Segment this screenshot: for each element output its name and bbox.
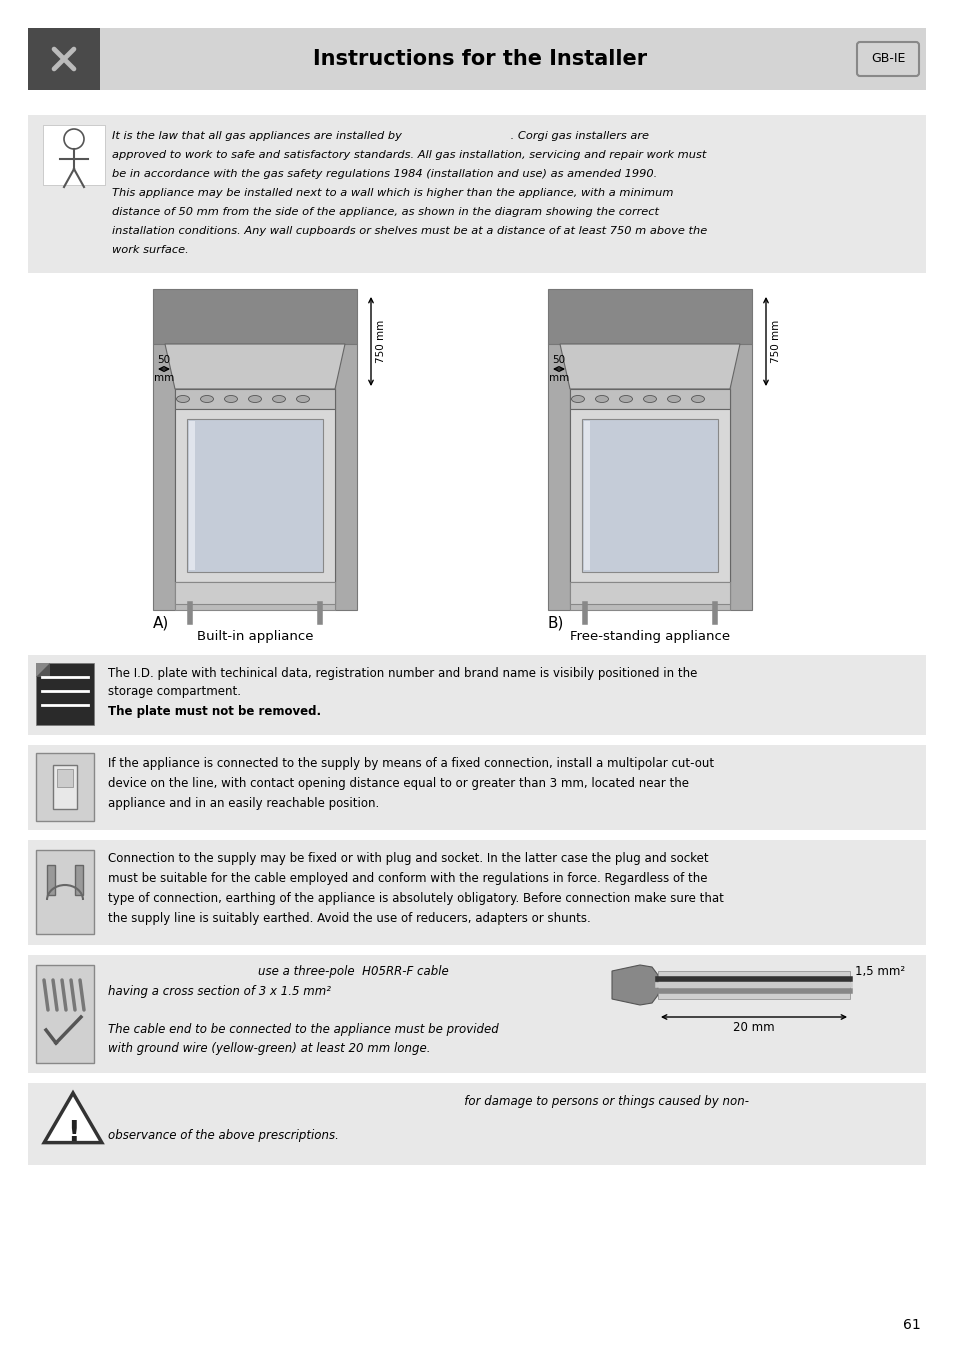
- Polygon shape: [559, 344, 740, 389]
- Text: use a three-pole  H05RR-F cable: use a three-pole H05RR-F cable: [108, 965, 448, 977]
- Bar: [28, 115, 925, 273]
- Text: having a cross section of 3 x 1.5 mm²: having a cross section of 3 x 1.5 mm²: [108, 986, 331, 998]
- Text: storage compartment.: storage compartment.: [108, 684, 241, 698]
- Bar: [174, 344, 335, 610]
- Text: It is the law that all gas appliances are installed by                          : It is the law that all gas appliances ar…: [112, 131, 648, 140]
- Text: Connection to the supply may be fixed or with plug and socket. In the latter cas: Connection to the supply may be fixed or…: [108, 852, 708, 865]
- Polygon shape: [165, 344, 345, 389]
- FancyBboxPatch shape: [856, 42, 918, 76]
- Ellipse shape: [643, 396, 656, 402]
- Text: device on the line, with contact opening distance equal to or greater than 3 mm,: device on the line, with contact opening…: [108, 778, 688, 790]
- Bar: [28, 954, 925, 1073]
- Text: 750 mm: 750 mm: [375, 320, 386, 363]
- Text: This appliance may be installed next to a wall which is higher than the applianc: This appliance may be installed next to …: [112, 188, 673, 198]
- Text: with ground wire (yellow-green) at least 20 mm longe.: with ground wire (yellow-green) at least…: [108, 1042, 430, 1054]
- Bar: [75, 865, 83, 895]
- Bar: [658, 971, 849, 999]
- Bar: [547, 344, 569, 610]
- Polygon shape: [44, 1094, 102, 1142]
- Bar: [36, 850, 94, 934]
- Bar: [28, 28, 100, 90]
- Bar: [189, 421, 194, 570]
- Bar: [152, 344, 174, 610]
- Ellipse shape: [571, 396, 584, 402]
- Text: 20 mm: 20 mm: [733, 1021, 774, 1034]
- Bar: [174, 582, 335, 603]
- Bar: [36, 663, 50, 676]
- Bar: [187, 418, 323, 572]
- Polygon shape: [612, 965, 658, 1004]
- Text: If the appliance is connected to the supply by means of a fixed connection, inst: If the appliance is connected to the sup…: [108, 757, 714, 769]
- Ellipse shape: [296, 396, 309, 402]
- Bar: [581, 418, 718, 572]
- Text: work surface.: work surface.: [112, 244, 189, 255]
- Text: appliance and in an easily reachable position.: appliance and in an easily reachable pos…: [108, 796, 379, 810]
- Bar: [57, 769, 73, 787]
- Bar: [28, 840, 925, 945]
- Bar: [28, 1083, 925, 1165]
- Bar: [28, 655, 925, 734]
- Text: 1,5 mm²: 1,5 mm²: [854, 965, 904, 977]
- Text: GB-IE: GB-IE: [870, 53, 904, 66]
- Text: 50: 50: [157, 355, 171, 364]
- Text: The I.D. plate with techinical data, registration number and brand name is visib: The I.D. plate with techinical data, reg…: [108, 667, 697, 680]
- Bar: [569, 344, 729, 610]
- Ellipse shape: [224, 396, 237, 402]
- Bar: [36, 753, 94, 821]
- Text: The plate must not be removed.: The plate must not be removed.: [108, 705, 321, 718]
- Text: A): A): [152, 616, 169, 630]
- Text: be in accordance with the gas safety regulations 1984 (installation and use) as : be in accordance with the gas safety reg…: [112, 169, 657, 180]
- Text: mm: mm: [548, 373, 569, 383]
- Bar: [43, 126, 105, 185]
- Bar: [53, 765, 77, 809]
- Bar: [547, 289, 751, 344]
- Ellipse shape: [667, 396, 679, 402]
- Bar: [152, 289, 356, 344]
- Text: !: !: [67, 1119, 79, 1148]
- Bar: [569, 389, 729, 409]
- Text: must be suitable for the cable employed and conform with the regulations in forc: must be suitable for the cable employed …: [108, 872, 707, 886]
- Polygon shape: [36, 663, 50, 676]
- Bar: [569, 582, 729, 603]
- Bar: [583, 421, 589, 570]
- Bar: [28, 745, 925, 830]
- Text: 61: 61: [902, 1318, 920, 1332]
- Text: type of connection, earthing of the appliance is absolutely obligatory. Before c: type of connection, earthing of the appl…: [108, 892, 723, 904]
- Ellipse shape: [595, 396, 608, 402]
- Bar: [28, 28, 925, 90]
- Ellipse shape: [618, 396, 632, 402]
- Ellipse shape: [176, 396, 190, 402]
- Text: the supply line is suitably earthed. Avoid the use of reducers, adapters or shun: the supply line is suitably earthed. Avo…: [108, 913, 590, 925]
- Bar: [335, 344, 356, 610]
- Ellipse shape: [273, 396, 285, 402]
- Bar: [569, 409, 729, 582]
- Text: 50: 50: [552, 355, 565, 364]
- Text: Free-standing appliance: Free-standing appliance: [569, 630, 729, 643]
- Bar: [47, 865, 55, 895]
- Bar: [174, 409, 335, 582]
- Text: B): B): [547, 616, 564, 630]
- Ellipse shape: [691, 396, 703, 402]
- Text: distance of 50 mm from the side of the appliance, as shown in the diagram showin: distance of 50 mm from the side of the a…: [112, 207, 659, 217]
- Bar: [174, 389, 335, 409]
- Text: approved to work to safe and satisfactory standards. All gas installation, servi: approved to work to safe and satisfactor…: [112, 150, 705, 161]
- Bar: [729, 344, 751, 610]
- Text: The cable end to be connected to the appliance must be provided: The cable end to be connected to the app…: [108, 1023, 498, 1035]
- Text: observance of the above prescriptions.: observance of the above prescriptions.: [108, 1129, 338, 1142]
- Text: for damage to persons or things caused by non-: for damage to persons or things caused b…: [108, 1095, 748, 1108]
- Bar: [36, 663, 94, 725]
- Text: installation conditions. Any wall cupboards or shelves must be at a distance of : installation conditions. Any wall cupboa…: [112, 225, 706, 236]
- Text: mm: mm: [153, 373, 174, 383]
- Ellipse shape: [248, 396, 261, 402]
- Text: Instructions for the Installer: Instructions for the Installer: [313, 49, 646, 69]
- Bar: [36, 965, 94, 1062]
- Ellipse shape: [200, 396, 213, 402]
- Text: Built-in appliance: Built-in appliance: [196, 630, 313, 643]
- Text: 750 mm: 750 mm: [770, 320, 781, 363]
